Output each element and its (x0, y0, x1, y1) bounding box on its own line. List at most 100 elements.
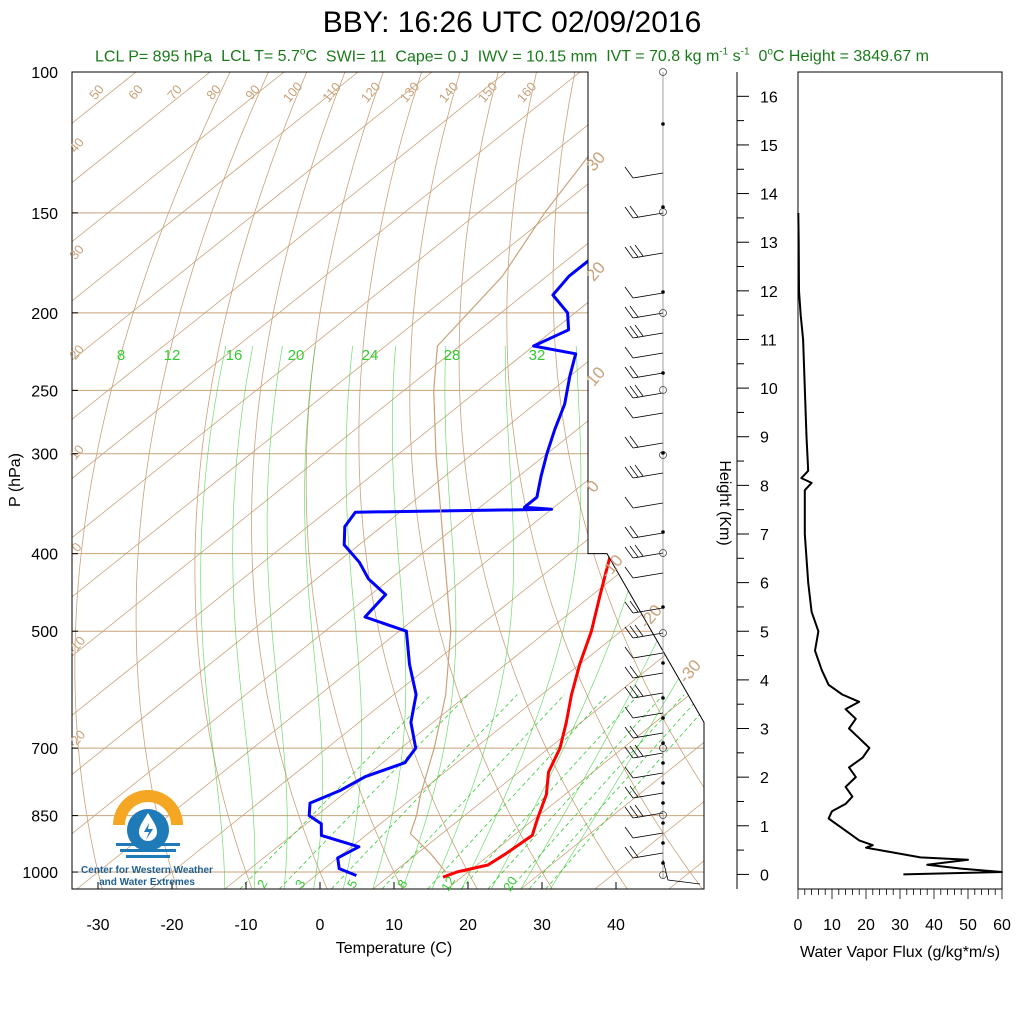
moist-adiabat-line (200, 345, 227, 889)
isotherm-line (298, 72, 704, 889)
wind-barb (624, 646, 664, 659)
dry-adiabat-line (358, 72, 478, 889)
dry-adiabat-line (958, 72, 1024, 889)
cw3e-logo (113, 790, 183, 858)
wind-point (661, 290, 665, 294)
wind-barb (624, 244, 664, 259)
isotherm-line (520, 72, 704, 889)
dry-adiabat-line (881, 72, 1024, 889)
height-tick-label: 4 (760, 673, 769, 690)
flux-panel-frame (797, 71, 1003, 890)
wind-barb (624, 365, 664, 379)
dry-adiabat-line (458, 72, 628, 889)
flux-x-axis-label: Water Vapor Flux (g/kg*m/s) (800, 944, 1000, 961)
freezing-height: 0oC Height = 3849.67 m (758, 47, 929, 66)
wind-point (661, 122, 665, 126)
wind-barb (624, 346, 664, 359)
height-tick-label: 15 (760, 138, 778, 155)
dry-adiabat-line (305, 72, 403, 889)
moist-adiabat-line (304, 345, 323, 889)
moist-adiabat-line (490, 345, 661, 889)
wind-point (661, 801, 665, 805)
isotherm-line (224, 72, 704, 889)
height-tick-label: 10 (760, 381, 778, 398)
isotherm-line (446, 72, 704, 889)
chart-title: BBY: 16:26 UTC 02/09/2016 (322, 6, 702, 39)
wind-point (661, 716, 665, 720)
isotherm-line (72, 72, 285, 889)
isotherm-top-label: 80 (203, 82, 224, 103)
pressure-tick-label: 700 (31, 741, 58, 758)
isotherm-left-label: 40 (66, 135, 87, 156)
pressure-tick-label: 100 (31, 65, 58, 82)
isotherm-left-label: 10 (66, 442, 87, 463)
mixing-ratio-line (279, 694, 469, 889)
isotherm-top-label: 90 (242, 82, 263, 103)
height-tick-label: 5 (760, 624, 769, 641)
dry-adiabat-line (641, 72, 704, 889)
temperature-tick-label: -30 (86, 917, 109, 934)
isotherm-right-label: 0 (582, 477, 603, 496)
wind-barb (624, 286, 664, 299)
isotherm-line (72, 72, 433, 889)
moist-adiabat-line (342, 345, 363, 889)
wind-point (661, 205, 665, 209)
height-tick-label: 2 (760, 770, 769, 787)
y-axis-label: P (hPa) (7, 453, 24, 507)
lcl-temperature: LCL T= 5.7oC (221, 47, 318, 66)
wind-barb (624, 725, 664, 739)
isotherm-line (594, 72, 704, 889)
isotherm-line (72, 72, 704, 889)
mixing-ratio-line (331, 694, 518, 889)
chart-subtitle: LCL P= 895 hPa LCL T= 5.7oC SWI= 11 Cape… (0, 47, 1024, 66)
moist-adiabat-line (266, 345, 288, 889)
height-tick-label: 16 (760, 89, 778, 106)
flux-x-tick-label: 20 (857, 917, 875, 934)
wind-point (661, 841, 665, 845)
height-tick-label: 7 (760, 527, 769, 544)
wind-barb (624, 566, 664, 579)
height-tick-label: 11 (760, 332, 777, 349)
wind-barb (624, 205, 664, 219)
isotherm-top-label: 50 (86, 82, 107, 103)
wind-barb (624, 435, 664, 449)
temperature-tick-label: 0 (316, 917, 325, 934)
moist-adiabat-line (372, 345, 407, 889)
wind-barb (624, 406, 664, 419)
isotherm-left-label: -20 (65, 727, 89, 751)
moist-adiabat-line (461, 345, 582, 889)
isotherm-left-label: 20 (66, 342, 87, 363)
isotherm-top-label: 160 (514, 79, 539, 105)
pressure-tick-label: 150 (31, 206, 58, 223)
wind-point (661, 605, 665, 609)
wind-barb (624, 600, 664, 614)
height-axis-label: Height (Km) (716, 460, 733, 545)
cape-value: Cape= 0 J (395, 48, 469, 66)
skew-t-frame (71, 71, 705, 890)
iwv-value: IWV = 10.15 mm (477, 48, 598, 66)
swi-value: SWI= 11 (325, 48, 387, 66)
mixing-ratio-top-label: 16 (226, 347, 243, 364)
calm-wind-circle (659, 68, 667, 76)
x-axis-label: Temperature (C) (336, 940, 452, 957)
dry-adiabat-line (843, 72, 1024, 889)
isotherm-line (72, 72, 704, 889)
mixing-ratio-line (528, 694, 703, 889)
wind-barb (624, 785, 664, 799)
moist-adiabat-line (431, 345, 514, 889)
isotherm-right-label: -30 (675, 656, 705, 687)
dry-adiabat-line (506, 72, 703, 889)
calm-wind-circle (659, 871, 667, 879)
wind-point (661, 781, 665, 785)
isotherm-line (72, 72, 211, 889)
isotherm-line (72, 72, 655, 889)
dry-adiabat-line (409, 72, 553, 889)
mixing-ratio-bottom-label: 20 (500, 874, 520, 894)
isotherm-top-label: 140 (436, 79, 461, 105)
wind-barb (624, 665, 664, 679)
calm-wind-circle (659, 309, 667, 317)
dry-adiabat-line (920, 72, 1024, 889)
isotherm-line (76, 72, 704, 889)
logo-text: Center for Western Weather and Water Ext… (81, 865, 213, 888)
wind-barb (624, 525, 664, 539)
